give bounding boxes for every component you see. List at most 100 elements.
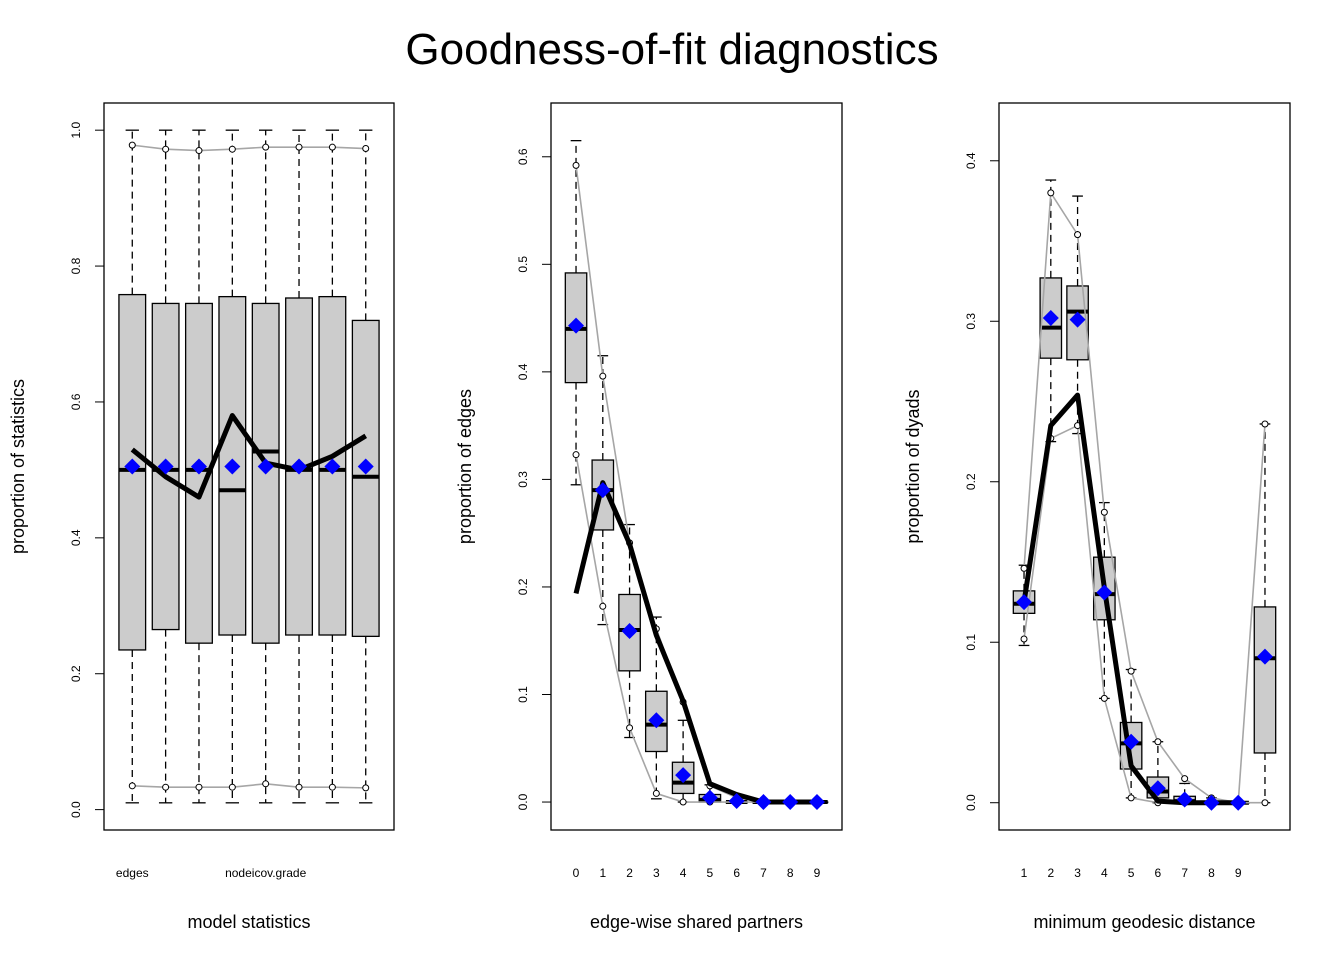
mean-marker xyxy=(1149,780,1166,797)
y-tick-label: 1.0 xyxy=(69,122,83,139)
upper-bound-point xyxy=(128,141,136,149)
mean-marker xyxy=(257,458,274,475)
mean-marker xyxy=(157,458,174,475)
x-tick-label: 2 xyxy=(1047,866,1054,880)
y-axis-label: proportion of edges xyxy=(455,389,475,544)
upper-bound-point xyxy=(162,145,170,153)
edgewise-shared-partners-panel: 0.0 0.1 0.2 0.3 0.4 0.5 0.6 0 1 2 3 4 5 6 7 8 9 edge-wise… xyxy=(455,102,843,932)
upper-bound-point xyxy=(262,143,270,151)
plot-frame xyxy=(103,102,395,831)
y-tick-label: 0.0 xyxy=(69,801,83,818)
mean-marker xyxy=(648,712,665,729)
x-tick-label: 8 xyxy=(1208,866,1215,880)
lower-bound-point xyxy=(1127,794,1135,802)
x-tick-label: 3 xyxy=(653,866,660,880)
lower-bound-line xyxy=(1023,424,1265,804)
observed-line xyxy=(130,413,368,500)
x-tick-label: 3 xyxy=(1074,866,1081,880)
mean-marker xyxy=(728,792,745,809)
lower-bound-point xyxy=(1020,635,1028,643)
x-tick-label: 4 xyxy=(680,866,687,880)
lower-bound-point xyxy=(1100,694,1108,702)
y-tick-label: 0.2 xyxy=(516,578,530,595)
upper-bound-point xyxy=(1020,564,1028,572)
upper-bound-point xyxy=(295,143,303,151)
lower-bound-point xyxy=(362,784,370,792)
mean-marker xyxy=(190,458,207,475)
x-tick-label: 2 xyxy=(626,866,633,880)
mean-marker xyxy=(621,623,638,640)
mean-marker xyxy=(1123,733,1140,750)
minimum-geodesic-distance-panel: 0.0 0.1 0.2 0.3 0.4 1 2 3 4 5 6 7 8 9 minimum geodesic… xyxy=(903,102,1291,932)
x-tick-label: 8 xyxy=(787,866,794,880)
x-tick-label: 5 xyxy=(707,866,714,880)
y-tick-label: 0.4 xyxy=(964,152,978,169)
x-axis-label: model statistics xyxy=(187,912,310,932)
mean-marker xyxy=(1042,310,1059,327)
figure-title: Goodness-of-fit diagnostics xyxy=(405,25,938,74)
upper-bound-point xyxy=(1100,508,1108,516)
mean-marker xyxy=(1176,791,1193,808)
upper-bound-point xyxy=(195,147,203,155)
upper-bound-point xyxy=(1074,231,1082,239)
mean-marker xyxy=(808,794,825,811)
mean-marker xyxy=(782,794,799,811)
x-tick-label: 1 xyxy=(1021,866,1028,880)
y-tick-label: 0.4 xyxy=(516,363,530,380)
y-axis-label: proportion of dyads xyxy=(903,389,923,543)
lower-bound-point xyxy=(328,783,336,791)
lower-bound-point xyxy=(195,783,203,791)
lower-bound-line xyxy=(132,782,366,789)
x-tick-label: nodeicov.grade xyxy=(225,866,306,880)
upper-bound-point xyxy=(1047,189,1055,197)
x-tick-label: 6 xyxy=(733,866,740,880)
y-tick-label: 0.0 xyxy=(964,794,978,811)
mean-marker xyxy=(1069,311,1086,328)
x-tick-label: 9 xyxy=(814,866,821,880)
x-tick-label: 4 xyxy=(1101,866,1108,880)
x-tick-label: 7 xyxy=(1181,866,1188,880)
y-tick-label: 0.3 xyxy=(516,471,530,488)
mean-marker xyxy=(675,767,692,784)
mean-marker xyxy=(1203,794,1220,811)
y-tick-label: 0.3 xyxy=(964,313,978,330)
upper-bound-point xyxy=(1261,420,1269,428)
lower-bound-point xyxy=(1261,799,1269,807)
mean-marker xyxy=(1016,594,1033,611)
y-tick-label: 0.1 xyxy=(516,686,530,703)
iqr-box xyxy=(1253,606,1277,754)
model-statistics-panel: 0.0 0.2 0.4 0.6 0.8 1.0 edges nodeicov.grade mod… xyxy=(8,102,395,932)
y-tick-label: 0.2 xyxy=(964,473,978,490)
y-tick-label: 0.2 xyxy=(69,665,83,682)
lower-bound-point xyxy=(295,783,303,791)
mean-marker xyxy=(324,458,341,475)
y-axis-label: proportion of statistics xyxy=(8,379,28,554)
mean-marker xyxy=(755,794,772,811)
y-tick-label: 0.8 xyxy=(69,257,83,274)
mean-marker xyxy=(224,458,241,475)
y-tick-label: 0.6 xyxy=(516,148,530,165)
y-tick-label: 0.6 xyxy=(69,393,83,410)
plot-frame xyxy=(550,102,843,831)
mean-marker xyxy=(594,482,611,499)
lower-bound-point xyxy=(262,780,270,788)
lower-bound-point xyxy=(128,782,136,790)
mean-marker xyxy=(568,317,585,334)
lower-bound-point xyxy=(162,783,170,791)
y-tick-label: 0.1 xyxy=(964,634,978,651)
y-tick-label: 0.0 xyxy=(516,793,530,810)
upper-bound-point xyxy=(599,372,607,380)
upper-bound-point xyxy=(1127,667,1135,675)
lower-bound-point xyxy=(228,783,236,791)
upper-bound-point xyxy=(1154,738,1162,746)
lower-bound-point xyxy=(679,798,687,806)
x-tick-label: 9 xyxy=(1235,866,1242,880)
upper-bound-point xyxy=(328,143,336,151)
y-tick-label: 0.5 xyxy=(516,256,530,273)
x-axis-label: minimum geodesic distance xyxy=(1033,912,1255,932)
upper-bound-point xyxy=(1181,775,1189,783)
mean-marker xyxy=(1256,648,1273,665)
upper-bound-point xyxy=(572,161,580,169)
lower-bound-point xyxy=(626,724,634,732)
